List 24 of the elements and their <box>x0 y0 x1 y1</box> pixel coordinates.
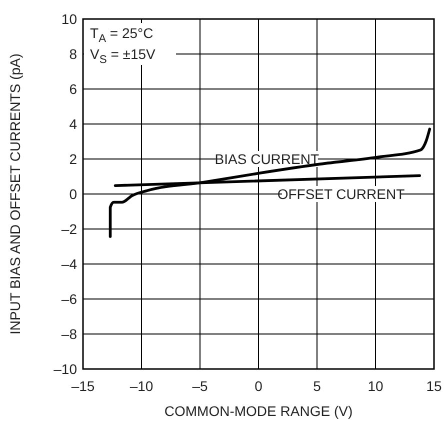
y-tick-label: –2 <box>61 221 78 237</box>
x-tick-label: –15 <box>71 378 95 394</box>
x-tick-label: 15 <box>426 378 442 394</box>
y-tick-label: –8 <box>61 326 78 342</box>
y-tick-label: –4 <box>61 256 78 272</box>
x-tick-label: 10 <box>368 378 384 394</box>
y-tick-label: –10 <box>54 361 78 377</box>
series-label: OFFSET CURRENT <box>277 186 406 202</box>
y-tick-label: 4 <box>69 116 78 132</box>
annotation: V$_{S}$ = ±15V <box>90 46 156 66</box>
annotation: T$_{A}$ = 25°C <box>90 25 154 45</box>
x-tick-label: –5 <box>192 378 208 394</box>
y-tick-label: 0 <box>69 186 78 202</box>
x-tick-label: 0 <box>254 378 263 394</box>
x-axis-title: COMMON-MODE RANGE (V) <box>164 403 353 419</box>
y-tick-label: 10 <box>61 11 78 27</box>
y-tick-label: 8 <box>69 46 78 62</box>
x-tick-label: 5 <box>313 378 322 394</box>
x-tick-label: –10 <box>130 378 154 394</box>
y-tick-label: 2 <box>69 151 78 167</box>
y-axis-title: INPUT BIAS AND OFFSET CURRENTS (pA) <box>7 53 23 335</box>
y-tick-label: 6 <box>69 81 78 97</box>
y-tick-label: –6 <box>61 291 78 307</box>
series-label: BIAS CURRENT <box>214 151 320 167</box>
